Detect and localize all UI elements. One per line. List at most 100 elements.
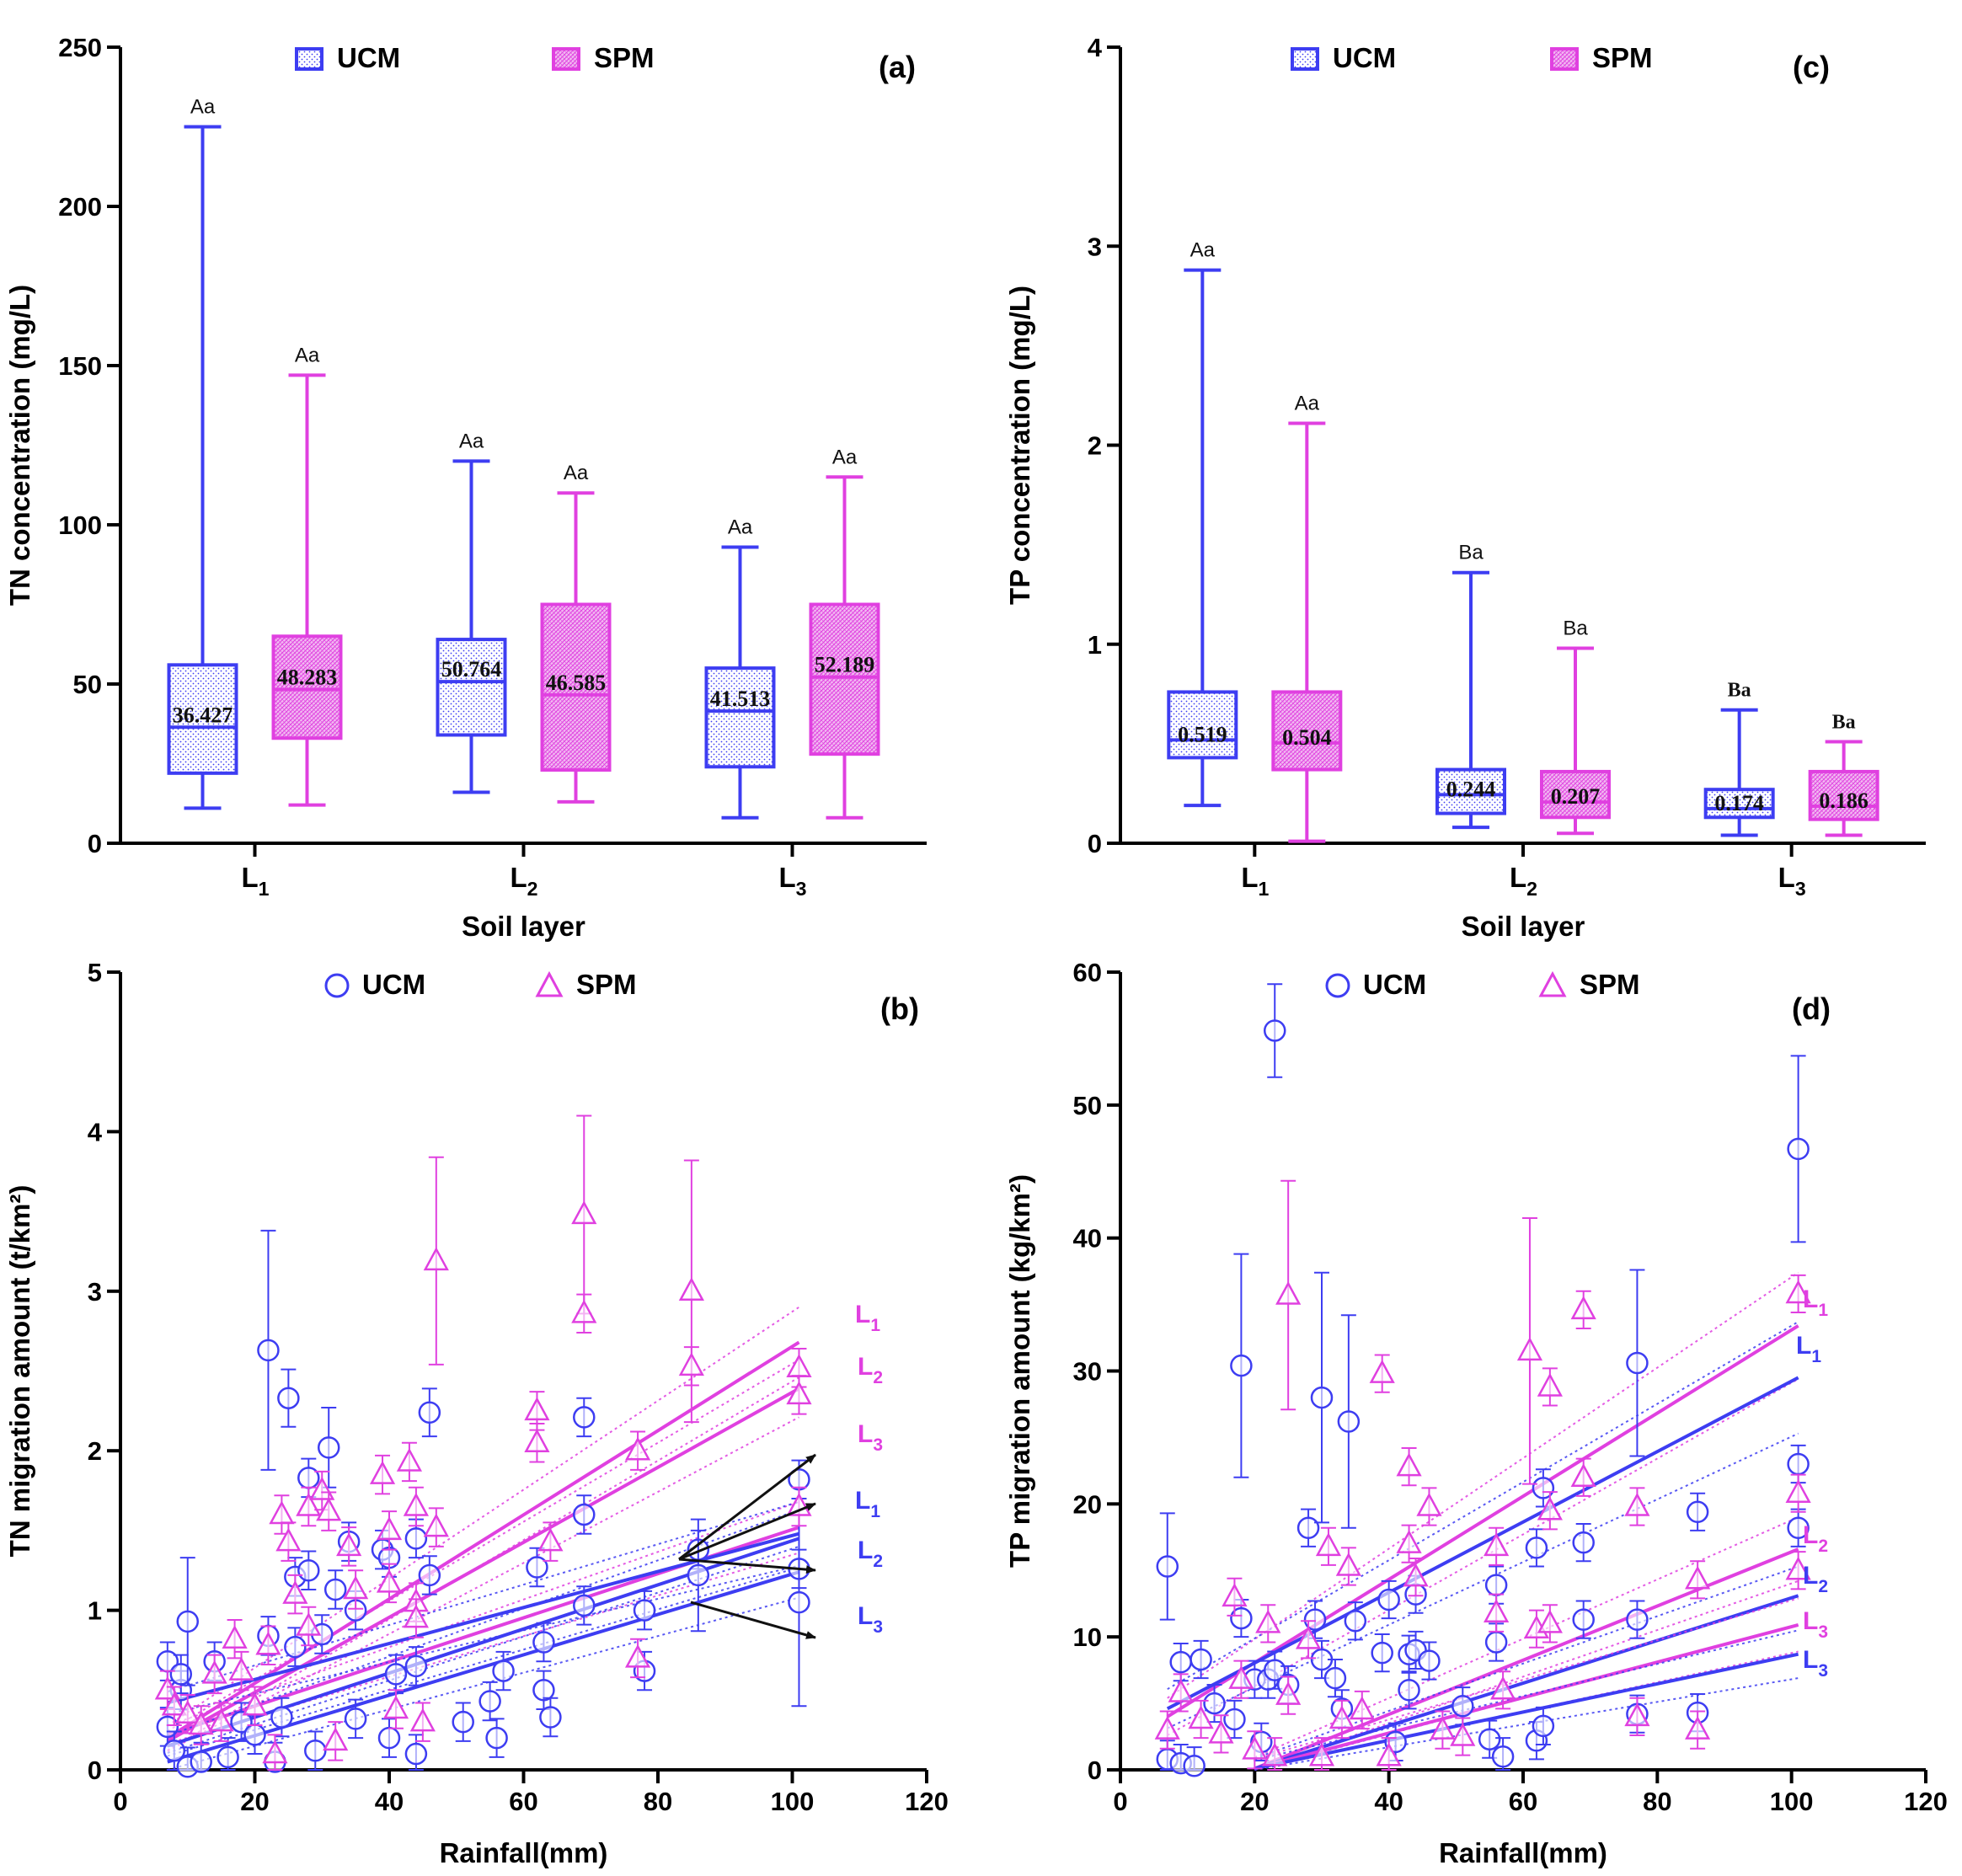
data-point — [1785, 1274, 1811, 1314]
data-point — [1275, 1179, 1302, 1411]
fit-label: L3 — [858, 1602, 883, 1637]
point-marker-triangle — [296, 1492, 322, 1516]
significance-letters: Aa — [190, 96, 216, 119]
data-point — [1222, 1577, 1248, 1617]
box-iqr — [1703, 788, 1775, 820]
x-tick-label: 20 — [240, 1787, 269, 1816]
data-point — [1484, 1593, 1510, 1633]
point-marker-triangle — [343, 1575, 369, 1600]
point-marker-triangle — [1537, 1372, 1563, 1397]
point-marker-triangle — [1396, 1530, 1422, 1553]
point-marker-circle — [1230, 1354, 1253, 1377]
data-point — [255, 1625, 281, 1665]
point-marker-circle — [1525, 1537, 1548, 1559]
fit-line — [1166, 1376, 1799, 1711]
x-tick-label: L1 — [1241, 862, 1269, 900]
data-point — [1787, 1055, 1810, 1243]
point-marker-circle — [243, 1724, 266, 1746]
panel-label: (d) — [1792, 991, 1831, 1026]
point-marker-triangle — [1154, 1716, 1180, 1740]
data-point — [1572, 1600, 1595, 1639]
data-point — [404, 1646, 428, 1686]
data-point — [1685, 1710, 1711, 1750]
confidence-band-upper — [1167, 1321, 1799, 1691]
x-tick-label: 60 — [1509, 1787, 1537, 1816]
data-point — [1242, 1730, 1268, 1770]
data-point — [409, 1702, 436, 1742]
data-point — [1626, 1269, 1649, 1457]
point-marker-circle — [532, 1631, 555, 1654]
point-marker-triangle — [624, 1436, 651, 1461]
fit-label: L3 — [1803, 1607, 1828, 1642]
median-value-label: 0.244 — [1446, 777, 1496, 801]
point-marker-circle — [492, 1660, 515, 1682]
legend-swatch-ucm — [295, 47, 323, 71]
point-marker-triangle — [624, 1644, 651, 1668]
panel-label: (a) — [879, 50, 916, 84]
data-point — [1686, 1492, 1709, 1531]
data-point — [262, 1734, 288, 1771]
point-marker-circle — [169, 1663, 193, 1686]
point-marker-triangle — [222, 1625, 248, 1649]
y-tick-label: 50 — [73, 670, 102, 699]
box-iqr — [809, 602, 880, 756]
point-marker-triangle — [1222, 1583, 1248, 1607]
box-iqr — [1271, 690, 1343, 772]
point-marker-circle — [190, 1750, 212, 1773]
median-value-label: 36.427 — [173, 703, 233, 727]
data-point — [573, 1397, 596, 1438]
data-point — [296, 1606, 322, 1647]
data-point — [1430, 1710, 1456, 1750]
data-point — [242, 1686, 268, 1726]
significance-letters: Aa — [1295, 393, 1320, 415]
point-marker-triangle — [154, 1676, 180, 1700]
point-marker-circle — [1451, 1694, 1474, 1718]
point-marker-triangle — [269, 1500, 295, 1525]
point-marker-circle — [277, 1387, 300, 1409]
point-marker-triangle — [1335, 1552, 1361, 1576]
x-tick-label: 120 — [905, 1787, 949, 1816]
point-marker-circle — [532, 1679, 555, 1702]
median-value-label: 0.519 — [1178, 722, 1227, 746]
point-marker-triangle — [524, 1429, 550, 1452]
point-marker-circle — [1371, 1641, 1393, 1665]
confidence-band-lower — [167, 1416, 799, 1752]
data-point — [1154, 1710, 1180, 1750]
box-ucm-1: 36.427 Aa — [167, 96, 238, 810]
point-marker-circle — [304, 1740, 327, 1762]
y-tick-label: 1 — [88, 1596, 102, 1626]
box-ucm-2: 0.244 Ba — [1435, 542, 1506, 830]
point-marker-circle — [1532, 1477, 1555, 1499]
y-tick-label: 0 — [88, 829, 102, 858]
point-marker-triangle — [678, 1277, 704, 1301]
point-marker-triangle — [1685, 1716, 1711, 1740]
fit-label: L2 — [1803, 1521, 1828, 1556]
point-marker-triangle — [1168, 1678, 1194, 1702]
data-point — [161, 1686, 187, 1726]
x-tick-label: L1 — [242, 862, 270, 900]
point-marker-circle — [1310, 1386, 1334, 1409]
point-marker-circle — [573, 1594, 596, 1617]
point-marker-circle — [1337, 1410, 1361, 1433]
data-point — [788, 1498, 810, 1708]
significance-letters: Aa — [564, 462, 589, 484]
data-point — [188, 1705, 214, 1745]
data-point — [309, 1470, 335, 1511]
data-point — [1491, 1737, 1515, 1771]
point-marker-circle — [573, 1406, 596, 1429]
data-point — [343, 1569, 369, 1610]
point-marker-circle — [1223, 1708, 1246, 1731]
data-point — [376, 1563, 403, 1604]
data-point — [282, 1574, 308, 1615]
point-marker-circle — [1203, 1692, 1226, 1715]
data-point — [1396, 1447, 1422, 1487]
fit-label: L2 — [1803, 1562, 1828, 1596]
y-tick-label: 0 — [88, 1756, 102, 1785]
point-marker-triangle — [396, 1447, 423, 1472]
data-point — [532, 1622, 555, 1663]
data-point — [1484, 1526, 1510, 1566]
data-point — [524, 1391, 550, 1431]
data-point — [1335, 1547, 1361, 1586]
point-marker-circle — [1169, 1650, 1192, 1674]
